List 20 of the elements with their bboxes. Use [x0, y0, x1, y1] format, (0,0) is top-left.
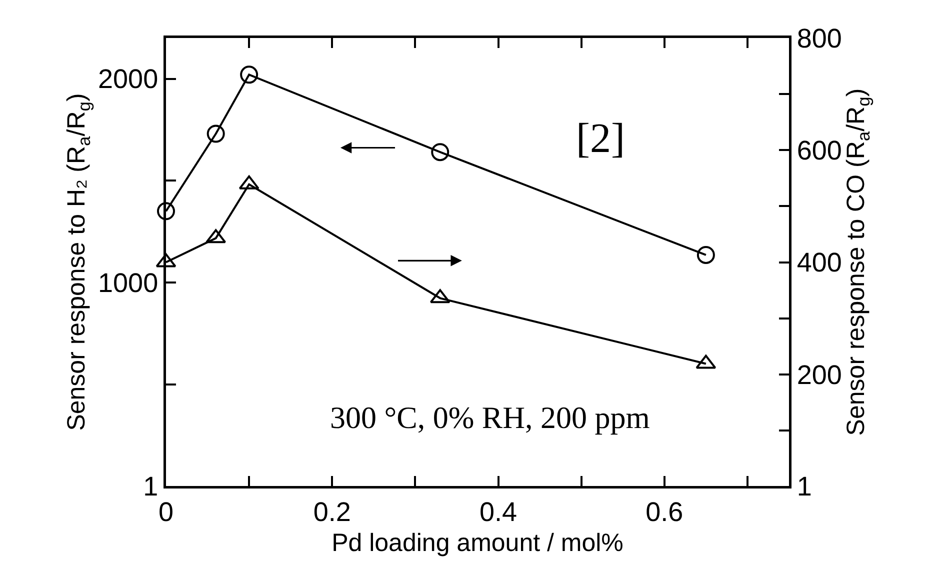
x-axis-title: Pd loading amount / mol%: [332, 529, 624, 558]
x-tick-label: 0.4: [479, 496, 518, 527]
y2-tick-label: 1: [796, 471, 812, 502]
y2-tick-label: 200: [796, 360, 842, 390]
annotation: 300 °C, 0% RH, 200 ppm: [330, 400, 650, 435]
y-tick-label: 1000: [98, 268, 158, 298]
x-tick-label: 0.6: [646, 496, 684, 527]
point: [240, 66, 258, 84]
x-tick-label: 0.2: [313, 496, 351, 527]
y2-tick-label: 600: [796, 136, 842, 166]
y2-tick-label: 800: [796, 23, 842, 54]
point: [206, 124, 225, 143]
x-tick-label: 0: [158, 496, 174, 527]
y-tick-label: 2000: [98, 64, 158, 94]
point: [157, 202, 175, 220]
point: [696, 246, 715, 264]
annotation: [2]: [576, 116, 625, 162]
y2-tick-label: 400: [796, 248, 842, 278]
y-tick-label: 1: [143, 471, 158, 502]
point: [431, 143, 450, 162]
